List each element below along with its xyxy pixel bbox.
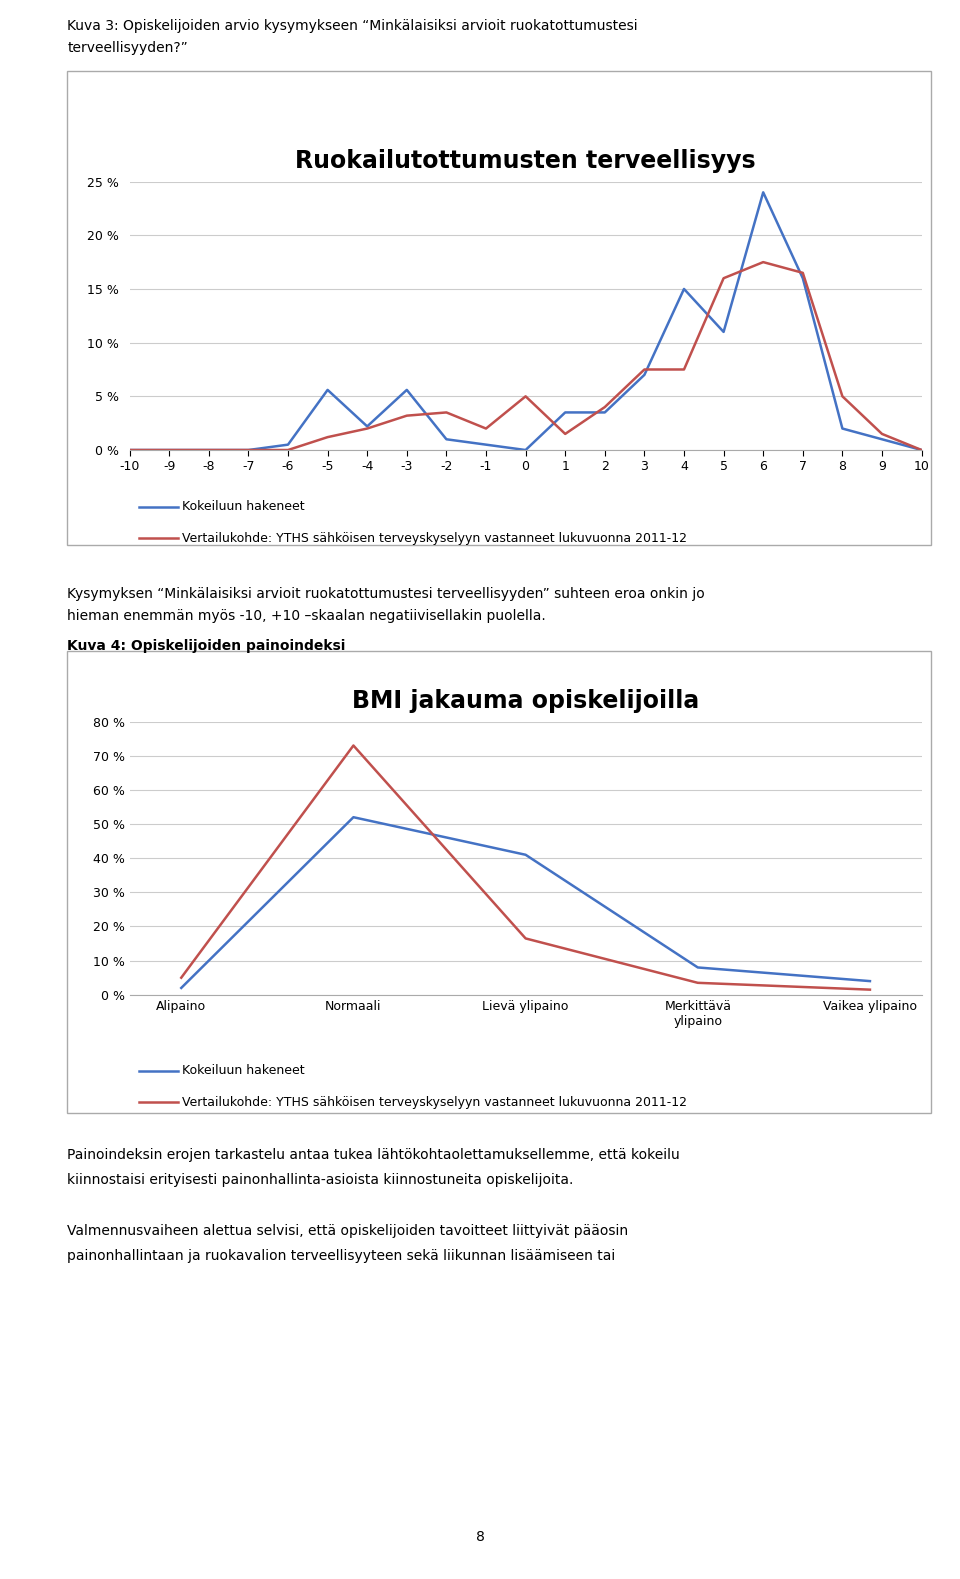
Text: Kuva 3: Opiskelijoiden arvio kysymykseen “Minkälaisiksi arvioit ruokatottumustes: Kuva 3: Opiskelijoiden arvio kysymykseen… bbox=[67, 19, 637, 33]
Text: Valmennusvaiheen alettua selvisi, että opiskelijoiden tavoitteet liittyivät pääo: Valmennusvaiheen alettua selvisi, että o… bbox=[67, 1224, 629, 1238]
Title: BMI jakauma opiskelijoilla: BMI jakauma opiskelijoilla bbox=[352, 688, 699, 712]
Text: hieman enemmän myös -10, +10 –skaalan negatiivisellakin puolella.: hieman enemmän myös -10, +10 –skaalan ne… bbox=[67, 609, 546, 624]
Text: Vertailukohde: YTHS sähköisen terveyskyselyyn vastanneet lukuvuonna 2011-12: Vertailukohde: YTHS sähköisen terveyskys… bbox=[182, 1096, 687, 1108]
Text: kiinnostaisi erityisesti painonhallinta-asioista kiinnostuneita opiskelijoita.: kiinnostaisi erityisesti painonhallinta-… bbox=[67, 1173, 573, 1187]
Text: Vertailukohde: YTHS sähköisen terveyskyselyyn vastanneet lukuvuonna 2011-12: Vertailukohde: YTHS sähköisen terveyskys… bbox=[182, 532, 687, 545]
Text: Kuva 4: Opiskelijoiden painoindeksi: Kuva 4: Opiskelijoiden painoindeksi bbox=[67, 639, 346, 654]
Text: 8: 8 bbox=[475, 1530, 485, 1544]
Text: Kysymyksen “Minkälaisiksi arvioit ruokatottumustesi terveellisyyden” suhteen ero: Kysymyksen “Minkälaisiksi arvioit ruokat… bbox=[67, 587, 705, 602]
Text: Kokeiluun hakeneet: Kokeiluun hakeneet bbox=[182, 501, 305, 513]
Text: painonhallintaan ja ruokavalion terveellisyyteen sekä liikunnan lisäämiseen tai: painonhallintaan ja ruokavalion terveell… bbox=[67, 1249, 615, 1263]
Text: Kokeiluun hakeneet: Kokeiluun hakeneet bbox=[182, 1064, 305, 1077]
Text: Painoindeksin erojen tarkastelu antaa tukea lähtökohtaolettamuksellemme, että ko: Painoindeksin erojen tarkastelu antaa tu… bbox=[67, 1148, 680, 1162]
Text: terveellisyyden?”: terveellisyyden?” bbox=[67, 41, 188, 55]
Title: Ruokailutottumusten terveellisyys: Ruokailutottumusten terveellisyys bbox=[296, 148, 756, 172]
